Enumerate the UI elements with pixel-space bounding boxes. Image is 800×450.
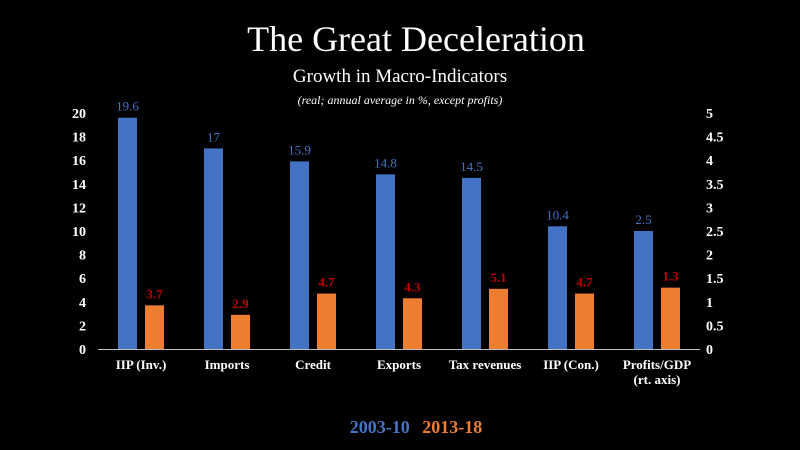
y-tick-label-left: 2: [79, 319, 86, 334]
bar-1: [634, 231, 653, 349]
y-tick-label-right: 0.5: [706, 319, 724, 334]
y-tick-label-left: 16: [72, 154, 86, 169]
x-tick-label: Exports: [377, 357, 421, 372]
data-label-1: 10.4: [546, 207, 569, 222]
y-tick-label-left: 8: [79, 249, 86, 264]
bar-2: [403, 298, 422, 349]
data-label-2: 3.7: [146, 286, 163, 301]
y-tick-label-left: 20: [72, 107, 86, 122]
data-label-2: 2.9: [232, 296, 249, 311]
bar-1: [462, 177, 481, 349]
y-tick-label-right: 2: [706, 249, 713, 264]
data-label-1: 15.9: [288, 142, 311, 157]
bar-2: [661, 287, 680, 349]
x-tick-label: Profits/GDP: [623, 357, 691, 372]
y-tick-label-right: 3: [706, 201, 713, 216]
bar-1: [118, 117, 137, 349]
bar-2: [145, 305, 164, 349]
y-tick-label-right: 5: [706, 107, 713, 122]
y-tick-label-right: 0: [706, 343, 713, 358]
bar-1: [204, 148, 223, 349]
chart-title: The Great Deceleration: [247, 19, 585, 59]
y-tick-label-left: 0: [79, 343, 86, 358]
y-tick-label-right: 1: [706, 296, 713, 311]
data-label-1: 14.5: [460, 159, 483, 174]
bar-2: [489, 288, 508, 349]
y-tick-label-left: 12: [72, 201, 86, 216]
y-tick-label-right: 3.5: [706, 178, 724, 193]
bar-2: [575, 293, 594, 349]
x-tick-label: Tax revenues: [449, 357, 522, 372]
data-label-1: 17: [207, 129, 221, 144]
x-tick-label: IIP (Con.): [543, 357, 599, 372]
legend-item-series-1: 2003-10: [349, 417, 410, 437]
y-tick-label-right: 4: [706, 154, 713, 169]
data-label-2: 4.7: [318, 275, 335, 290]
bar-1: [290, 161, 309, 349]
data-label-1: 2.5: [635, 212, 651, 227]
y-tick-label-left: 4: [79, 296, 86, 311]
y-tick-label-right: 1.5: [706, 272, 724, 287]
data-label-2: 1.3: [662, 269, 679, 284]
y-tick-label-right: 2.5: [706, 225, 724, 240]
data-label-1: 19.6: [116, 99, 139, 114]
data-label-2: 5.1: [490, 270, 506, 285]
chart-note: (real; annual average in %, except profi…: [297, 93, 503, 107]
bar-1: [548, 226, 567, 349]
data-label-1: 14.8: [374, 155, 397, 170]
data-label-2: 4.7: [576, 275, 593, 290]
y-tick-label-left: 10: [72, 225, 86, 240]
x-tick-label: IIP (Inv.): [116, 357, 167, 372]
y-tick-label-left: 14: [72, 178, 86, 193]
bar-2: [317, 293, 336, 349]
legend: 2003-10 2013-18: [0, 417, 800, 438]
x-tick-label: Imports: [205, 357, 250, 372]
legend-item-series-2: 2013-18: [422, 417, 483, 437]
y-tick-label-left: 18: [72, 131, 86, 146]
chart-subtitle: Growth in Macro-Indicators: [292, 66, 508, 87]
y-tick-label-right: 4.5: [706, 131, 724, 146]
bar-1: [376, 174, 395, 349]
bar-2: [231, 314, 250, 349]
x-tick-label: Credit: [295, 357, 332, 372]
data-label-2: 4.3: [404, 279, 421, 294]
x-tick-label: (rt. axis): [634, 372, 681, 387]
y-tick-label-left: 6: [79, 272, 86, 287]
